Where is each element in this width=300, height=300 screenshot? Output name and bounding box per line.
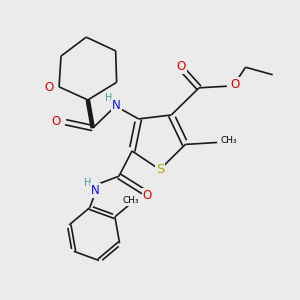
Text: O: O <box>51 115 61 128</box>
Text: CH₃: CH₃ <box>122 196 139 206</box>
Text: O: O <box>44 81 53 94</box>
Text: H: H <box>84 178 92 188</box>
Text: N: N <box>112 99 121 112</box>
Text: H: H <box>105 93 112 103</box>
Text: S: S <box>156 163 164 176</box>
Text: N: N <box>91 184 100 197</box>
Text: O: O <box>230 78 239 91</box>
Text: CH₃: CH₃ <box>220 136 237 145</box>
Text: O: O <box>176 60 186 73</box>
Text: O: O <box>143 189 152 202</box>
